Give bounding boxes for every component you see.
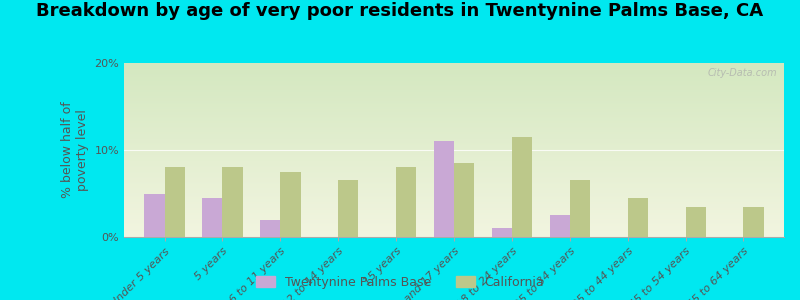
Y-axis label: % below half of
poverty level: % below half of poverty level [61,102,89,198]
Bar [686,206,706,237]
Bar [570,180,590,237]
Text: Breakdown by age of very poor residents in Twentynine Palms Base, CA: Breakdown by age of very poor residents … [37,2,763,20]
Bar [202,198,222,237]
Bar [743,206,764,237]
Legend: Twentynine Palms Base, California: Twentynine Palms Base, California [251,271,549,294]
Bar [260,220,280,237]
Bar [550,215,570,237]
Bar [492,228,512,237]
Bar [628,198,648,237]
Bar [280,172,301,237]
Bar [338,180,358,237]
Bar [434,141,454,237]
Bar [165,167,185,237]
Bar [512,137,532,237]
Bar [222,167,242,237]
Bar [454,163,474,237]
Text: City-Data.com: City-Data.com [708,68,778,78]
Bar [396,167,416,237]
Bar [144,194,165,237]
